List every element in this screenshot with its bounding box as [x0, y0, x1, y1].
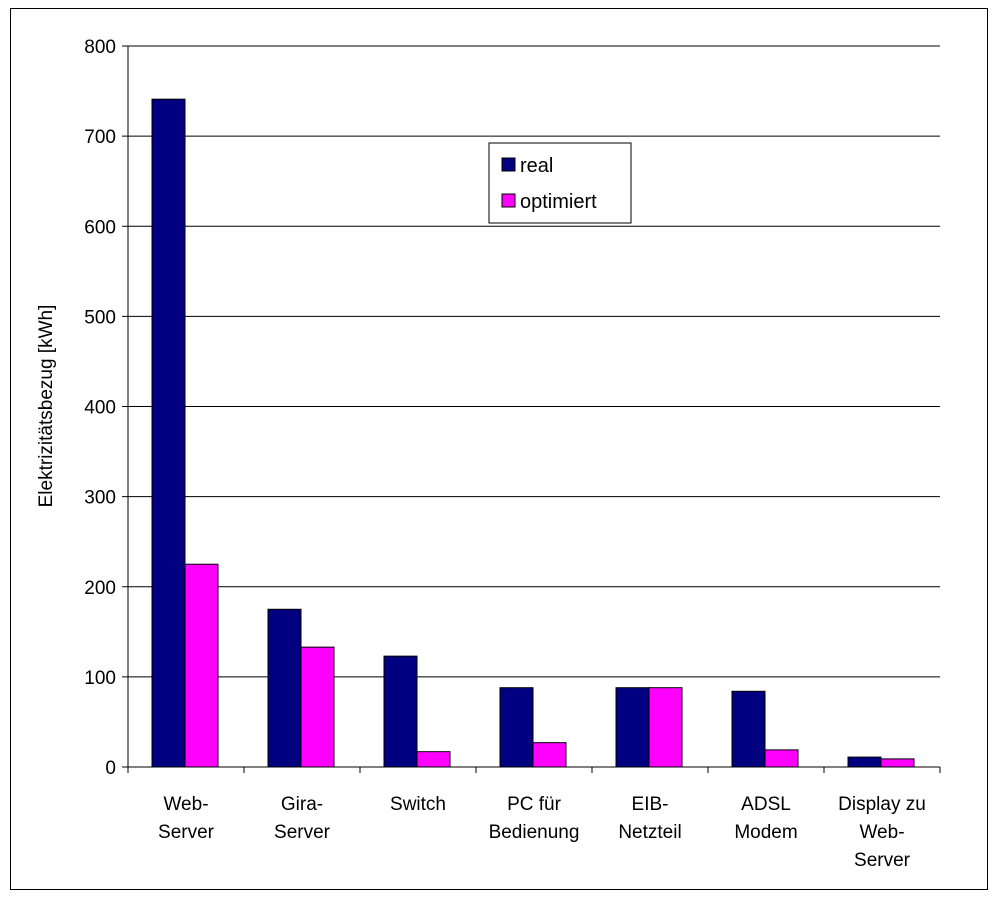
bar-real	[499, 687, 534, 768]
bars	[151, 98, 915, 768]
bar-real	[151, 98, 186, 768]
bar-real	[615, 687, 650, 768]
axes	[122, 45, 941, 773]
x-tick-label: Gira-	[281, 794, 323, 815]
bar-optimiert	[532, 742, 567, 768]
y-axis-title: Elektrizitätsbezug [kWh]	[36, 305, 57, 508]
bar-optimiert	[300, 646, 335, 768]
y-tick-label: 800	[84, 37, 116, 58]
x-tick-label: Modem	[734, 822, 797, 843]
x-tick-label: Server	[274, 822, 331, 843]
y-tick-label: 500	[84, 307, 116, 328]
x-tick-label: Bedienung	[489, 822, 580, 843]
legend-label-optimiert: optimiert	[520, 191, 597, 213]
x-tick-label: Display zu	[838, 794, 926, 815]
y-tick-label: 700	[84, 127, 116, 148]
bar-real	[847, 756, 882, 768]
x-tick-label: EIB-	[632, 794, 669, 815]
bar-optimiert	[184, 563, 219, 768]
bar-optimiert	[648, 687, 683, 768]
legend-box	[488, 142, 632, 224]
x-tick-label: Server	[158, 822, 215, 843]
y-tick-labels: 0 100 200 300 400 500 600 700 800	[84, 37, 116, 779]
y-tick-label: 0	[105, 758, 116, 779]
y-tick-label: 400	[84, 398, 116, 419]
x-tick-label: Web-	[163, 794, 208, 815]
bar-optimiert	[416, 751, 451, 768]
gridlines	[128, 45, 940, 678]
bar-real	[383, 655, 418, 768]
bar-real	[731, 690, 766, 768]
x-tick-label: Web-	[859, 822, 904, 843]
bar-real	[267, 608, 302, 768]
legend-swatch-real	[501, 157, 516, 172]
bar-optimiert	[880, 758, 915, 768]
legend-label-real: real	[520, 155, 553, 177]
x-tick-label: Server	[854, 850, 911, 871]
bar-optimiert	[764, 749, 799, 768]
x-tick-label: Netzteil	[618, 822, 681, 843]
x-tick-label: PC für	[507, 794, 562, 815]
y-tick-label: 600	[84, 217, 116, 238]
y-tick-label: 200	[84, 578, 116, 599]
x-tick-labels: Web- Server Gira- Server Switch PC für Bedienu…	[158, 794, 926, 871]
x-tick-label: Switch	[390, 794, 446, 815]
x-tick-label: ADSL	[741, 794, 791, 815]
y-tick-label: 100	[84, 668, 116, 689]
legend: real optimiert	[488, 142, 632, 224]
y-tick-label: 300	[84, 488, 116, 509]
legend-swatch-optimiert	[501, 193, 516, 208]
